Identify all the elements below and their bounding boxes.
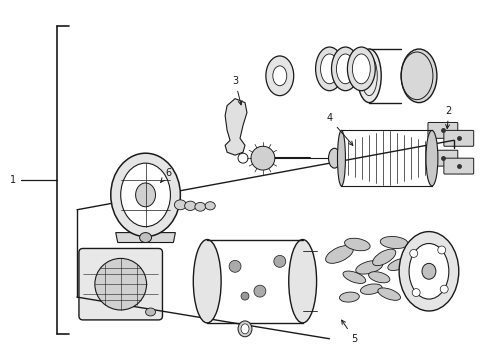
Ellipse shape <box>343 271 366 283</box>
Ellipse shape <box>316 47 343 91</box>
FancyBboxPatch shape <box>79 248 163 320</box>
Ellipse shape <box>438 246 446 254</box>
Ellipse shape <box>422 264 436 279</box>
Ellipse shape <box>426 130 438 186</box>
Ellipse shape <box>185 201 196 211</box>
Ellipse shape <box>380 237 408 248</box>
Ellipse shape <box>111 153 180 237</box>
Ellipse shape <box>195 202 206 211</box>
Ellipse shape <box>408 249 430 260</box>
Ellipse shape <box>347 47 375 91</box>
Text: 5: 5 <box>342 320 358 344</box>
Ellipse shape <box>378 288 400 300</box>
Ellipse shape <box>320 54 339 84</box>
Ellipse shape <box>399 231 459 311</box>
Ellipse shape <box>401 49 437 103</box>
FancyBboxPatch shape <box>444 158 474 174</box>
Ellipse shape <box>229 260 241 272</box>
Polygon shape <box>116 233 175 243</box>
Ellipse shape <box>409 243 449 299</box>
Ellipse shape <box>241 292 249 300</box>
Ellipse shape <box>193 239 221 323</box>
Ellipse shape <box>340 292 359 302</box>
Ellipse shape <box>357 49 381 103</box>
Ellipse shape <box>274 255 286 267</box>
Ellipse shape <box>273 66 287 86</box>
Text: 4: 4 <box>326 113 353 145</box>
Ellipse shape <box>344 238 370 251</box>
Text: 3: 3 <box>232 76 242 105</box>
Ellipse shape <box>337 54 354 84</box>
Ellipse shape <box>241 324 249 334</box>
Text: 1: 1 <box>10 175 16 185</box>
Ellipse shape <box>368 272 390 283</box>
Polygon shape <box>225 99 247 155</box>
Ellipse shape <box>356 261 383 274</box>
Ellipse shape <box>372 249 396 266</box>
FancyBboxPatch shape <box>444 130 474 146</box>
Ellipse shape <box>251 146 275 170</box>
Ellipse shape <box>254 285 266 297</box>
Ellipse shape <box>338 130 345 186</box>
Ellipse shape <box>361 284 382 294</box>
Ellipse shape <box>410 249 417 257</box>
Ellipse shape <box>238 153 248 163</box>
FancyBboxPatch shape <box>428 122 458 138</box>
Ellipse shape <box>326 246 353 263</box>
Ellipse shape <box>140 233 151 243</box>
FancyBboxPatch shape <box>428 150 458 166</box>
Ellipse shape <box>174 200 186 210</box>
Ellipse shape <box>136 183 155 207</box>
Text: 6: 6 <box>161 168 171 182</box>
Ellipse shape <box>121 163 171 227</box>
Ellipse shape <box>388 258 411 270</box>
Ellipse shape <box>402 271 426 288</box>
Ellipse shape <box>332 47 359 91</box>
Ellipse shape <box>238 321 252 337</box>
Ellipse shape <box>95 258 147 310</box>
Ellipse shape <box>440 285 448 293</box>
Ellipse shape <box>328 148 341 168</box>
Ellipse shape <box>412 289 420 297</box>
Ellipse shape <box>146 308 155 316</box>
Ellipse shape <box>352 54 370 84</box>
Text: 2: 2 <box>445 105 452 129</box>
Ellipse shape <box>289 239 317 323</box>
Ellipse shape <box>205 202 215 210</box>
Ellipse shape <box>266 56 294 96</box>
